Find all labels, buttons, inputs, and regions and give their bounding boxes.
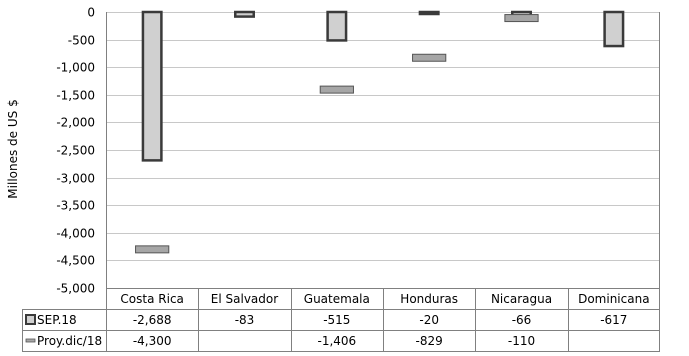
legend-label: Proy.dic/18 xyxy=(37,334,102,348)
y-tick-label: -4,500 xyxy=(56,254,95,268)
legend-key-bar xyxy=(25,314,36,325)
y-tick-label: 0 xyxy=(87,6,95,20)
marker-honduras xyxy=(412,53,447,62)
data-label: -515 xyxy=(323,313,350,327)
y-tick-label: -3,000 xyxy=(56,172,95,186)
bar-series xyxy=(141,10,625,162)
y-axis-label: Millones de US $ xyxy=(6,99,20,198)
y-tick-label: -4,000 xyxy=(56,227,95,241)
y-tick-label: -2,000 xyxy=(56,116,95,130)
y-axis: 0 -500 -1,000 -1,500 -2,000 -2,500 -3,000 -3,50… xyxy=(56,6,107,296)
category-label: Dominicana xyxy=(578,292,649,306)
legend-label: SEP.18 xyxy=(37,313,77,327)
grid xyxy=(106,12,660,289)
data-label: -110 xyxy=(508,334,535,348)
category-label: Guatemala xyxy=(304,292,370,306)
marker-costa-rica xyxy=(135,245,170,254)
data-label: -617 xyxy=(600,313,627,327)
marker-nicaragua xyxy=(504,14,539,23)
data-label: -1,406 xyxy=(317,334,356,348)
category-label: Honduras xyxy=(400,292,458,306)
bar-honduras xyxy=(418,10,440,16)
y-tick-label: -3,500 xyxy=(56,199,95,213)
data-label: -2,688 xyxy=(133,313,172,327)
data-label: -829 xyxy=(416,334,443,348)
bar-dominicana xyxy=(603,10,625,48)
data-label: -20 xyxy=(419,313,439,327)
y-tick-label: -500 xyxy=(68,34,95,48)
marker-guatemala xyxy=(319,85,354,94)
data-label: -83 xyxy=(235,313,255,327)
bar-el-salvador xyxy=(234,10,255,18)
legend-key-marker xyxy=(25,338,36,343)
category-label: Nicaragua xyxy=(491,292,552,306)
bar-guatemala xyxy=(326,10,348,42)
category-label: Costa Rica xyxy=(120,292,183,306)
y-tick-label: -1,000 xyxy=(56,61,95,75)
y-tick-label: -2,500 xyxy=(56,144,95,158)
data-label: -4,300 xyxy=(133,334,172,348)
data-table: Costa Rica El Salvador Guatemala Honduras Ni… xyxy=(22,12,660,352)
bar-costa-rica xyxy=(141,10,163,162)
category-label: El Salvador xyxy=(211,292,278,306)
marker-series xyxy=(135,14,539,254)
y-tick-label: -1,500 xyxy=(56,89,95,103)
y-tick-label: -5,000 xyxy=(56,282,95,296)
data-label: -66 xyxy=(512,313,532,327)
